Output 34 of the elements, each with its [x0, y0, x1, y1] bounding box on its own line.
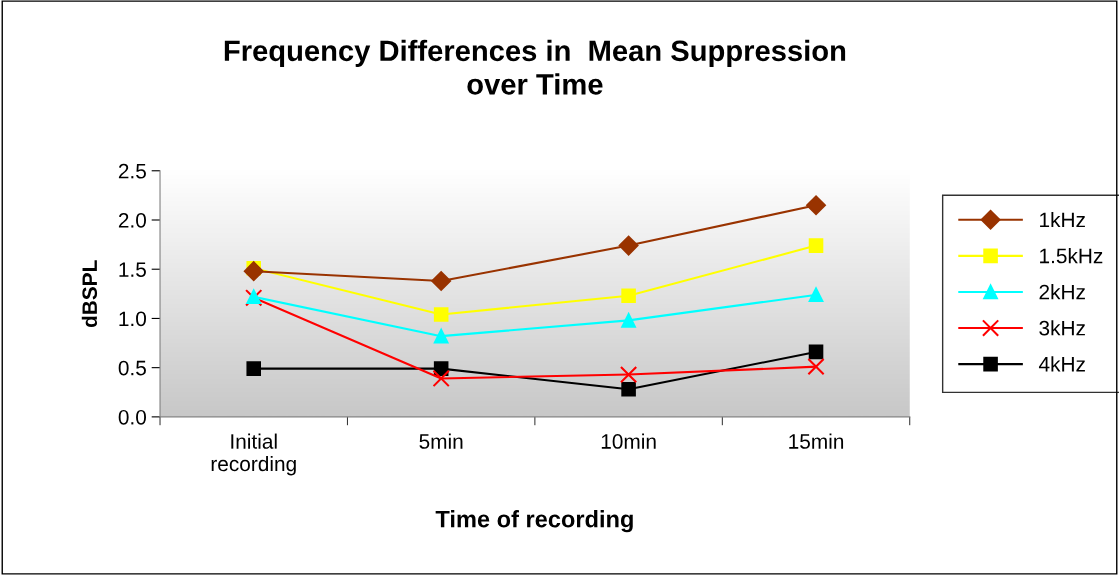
y-tick-label: 0.5 [118, 360, 146, 376]
y-tick-label: 0.0 [118, 409, 147, 425]
point [618, 235, 639, 256]
y-tick-label: 1.5 [119, 262, 146, 277]
legend-label: 1kHz [1040, 211, 1085, 228]
point [807, 357, 825, 376]
legend-label: 3kHz [1039, 320, 1085, 336]
point [433, 328, 449, 344]
legend-label: 2kHz [1039, 284, 1085, 300]
x-tick-label: 15min [789, 433, 844, 449]
point [433, 307, 449, 322]
y-axis-title: dBSPL [81, 260, 98, 328]
point [808, 344, 824, 360]
point [808, 287, 824, 303]
point [619, 365, 638, 384]
y-tick-label: 2.0 [118, 213, 147, 228]
legend-label: 1.5kHz [1040, 248, 1103, 264]
point [621, 382, 636, 397]
legend-label: 4kHz [1038, 356, 1085, 372]
point [246, 361, 262, 376]
point [432, 369, 450, 388]
point [621, 313, 636, 328]
x-tick-label: Initial recording [211, 433, 296, 476]
y-tick-label: 2.5 [118, 163, 146, 179]
x-axis-title: Time of recording [435, 510, 633, 533]
y-tick-label: 1.0 [119, 311, 147, 327]
chart-title: Frequency Differences in Mean Suppression over Time [224, 39, 846, 95]
point [806, 195, 826, 216]
point [243, 261, 264, 282]
point [621, 288, 636, 304]
point [808, 238, 824, 253]
x-tick-label: 5min [419, 433, 463, 449]
x-tick-label: 10min [601, 433, 656, 449]
point [431, 271, 452, 291]
